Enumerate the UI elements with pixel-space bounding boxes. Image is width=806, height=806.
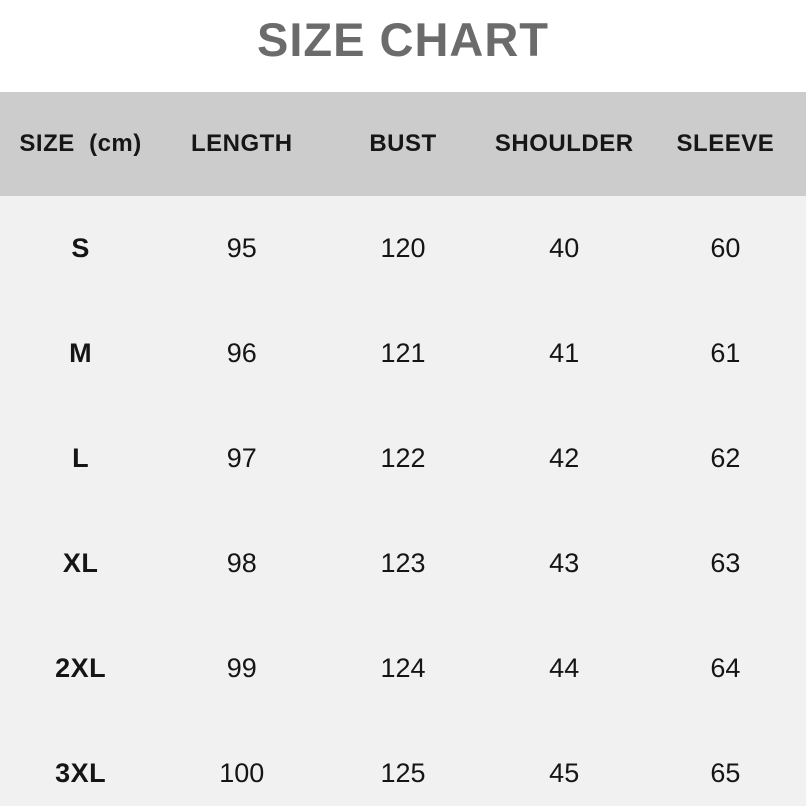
column-header-shoulder: SHOULDER xyxy=(494,130,634,157)
size-cell: 3XL xyxy=(55,758,107,788)
column-header-size: SIZE (cm) xyxy=(19,130,142,157)
column-header-length: LENGTH xyxy=(190,130,293,157)
shoulder-cell: 45 xyxy=(549,758,580,788)
sleeve-cell: 62 xyxy=(710,443,741,473)
sleeve-cell: 63 xyxy=(710,548,741,578)
bust-cell: 120 xyxy=(380,233,426,263)
sleeve-cell: 60 xyxy=(710,233,741,263)
length-cell: 100 xyxy=(219,758,265,788)
table-header-row: SIZE (cm) LENGTH BUST SHOULDER SLEEVE xyxy=(0,92,806,196)
table-row: 2XL 99 124 44 64 xyxy=(0,616,806,721)
table-row: M 96 121 41 61 xyxy=(0,301,806,406)
page-title: SIZE CHART xyxy=(257,12,549,66)
bust-cell: 122 xyxy=(380,443,426,473)
bust-cell: 123 xyxy=(380,548,426,578)
shoulder-cell: 41 xyxy=(549,338,580,368)
size-cell: S xyxy=(71,233,90,263)
column-header-bust: BUST xyxy=(369,130,437,157)
length-cell: 99 xyxy=(226,653,257,683)
length-cell: 97 xyxy=(226,443,257,473)
bust-cell: 125 xyxy=(380,758,426,788)
title-bar: SIZE CHART xyxy=(0,0,806,92)
length-cell: 96 xyxy=(226,338,257,368)
shoulder-cell: 44 xyxy=(549,653,580,683)
table-row: S 95 120 40 60 xyxy=(0,196,806,301)
table-row: L 97 122 42 62 xyxy=(0,406,806,511)
size-cell: 2XL xyxy=(55,653,107,683)
column-header-sleeve: SLEEVE xyxy=(676,130,775,157)
bust-cell: 121 xyxy=(380,338,426,368)
bust-cell: 124 xyxy=(380,653,426,683)
shoulder-cell: 40 xyxy=(549,233,580,263)
shoulder-cell: 43 xyxy=(549,548,580,578)
size-chart-table: S 95 120 40 60 M 96 121 41 61 L 97 122 4… xyxy=(0,196,806,806)
size-cell: XL xyxy=(62,548,99,578)
shoulder-cell: 42 xyxy=(549,443,580,473)
length-cell: 98 xyxy=(226,548,257,578)
table-row: XL 98 123 43 63 xyxy=(0,511,806,616)
sleeve-cell: 61 xyxy=(710,338,741,368)
length-cell: 95 xyxy=(226,233,257,263)
sleeve-cell: 65 xyxy=(710,758,741,788)
size-cell: L xyxy=(72,443,90,473)
sleeve-cell: 64 xyxy=(710,653,741,683)
table-row: 3XL 100 125 45 65 xyxy=(0,721,806,806)
size-cell: M xyxy=(69,338,93,368)
